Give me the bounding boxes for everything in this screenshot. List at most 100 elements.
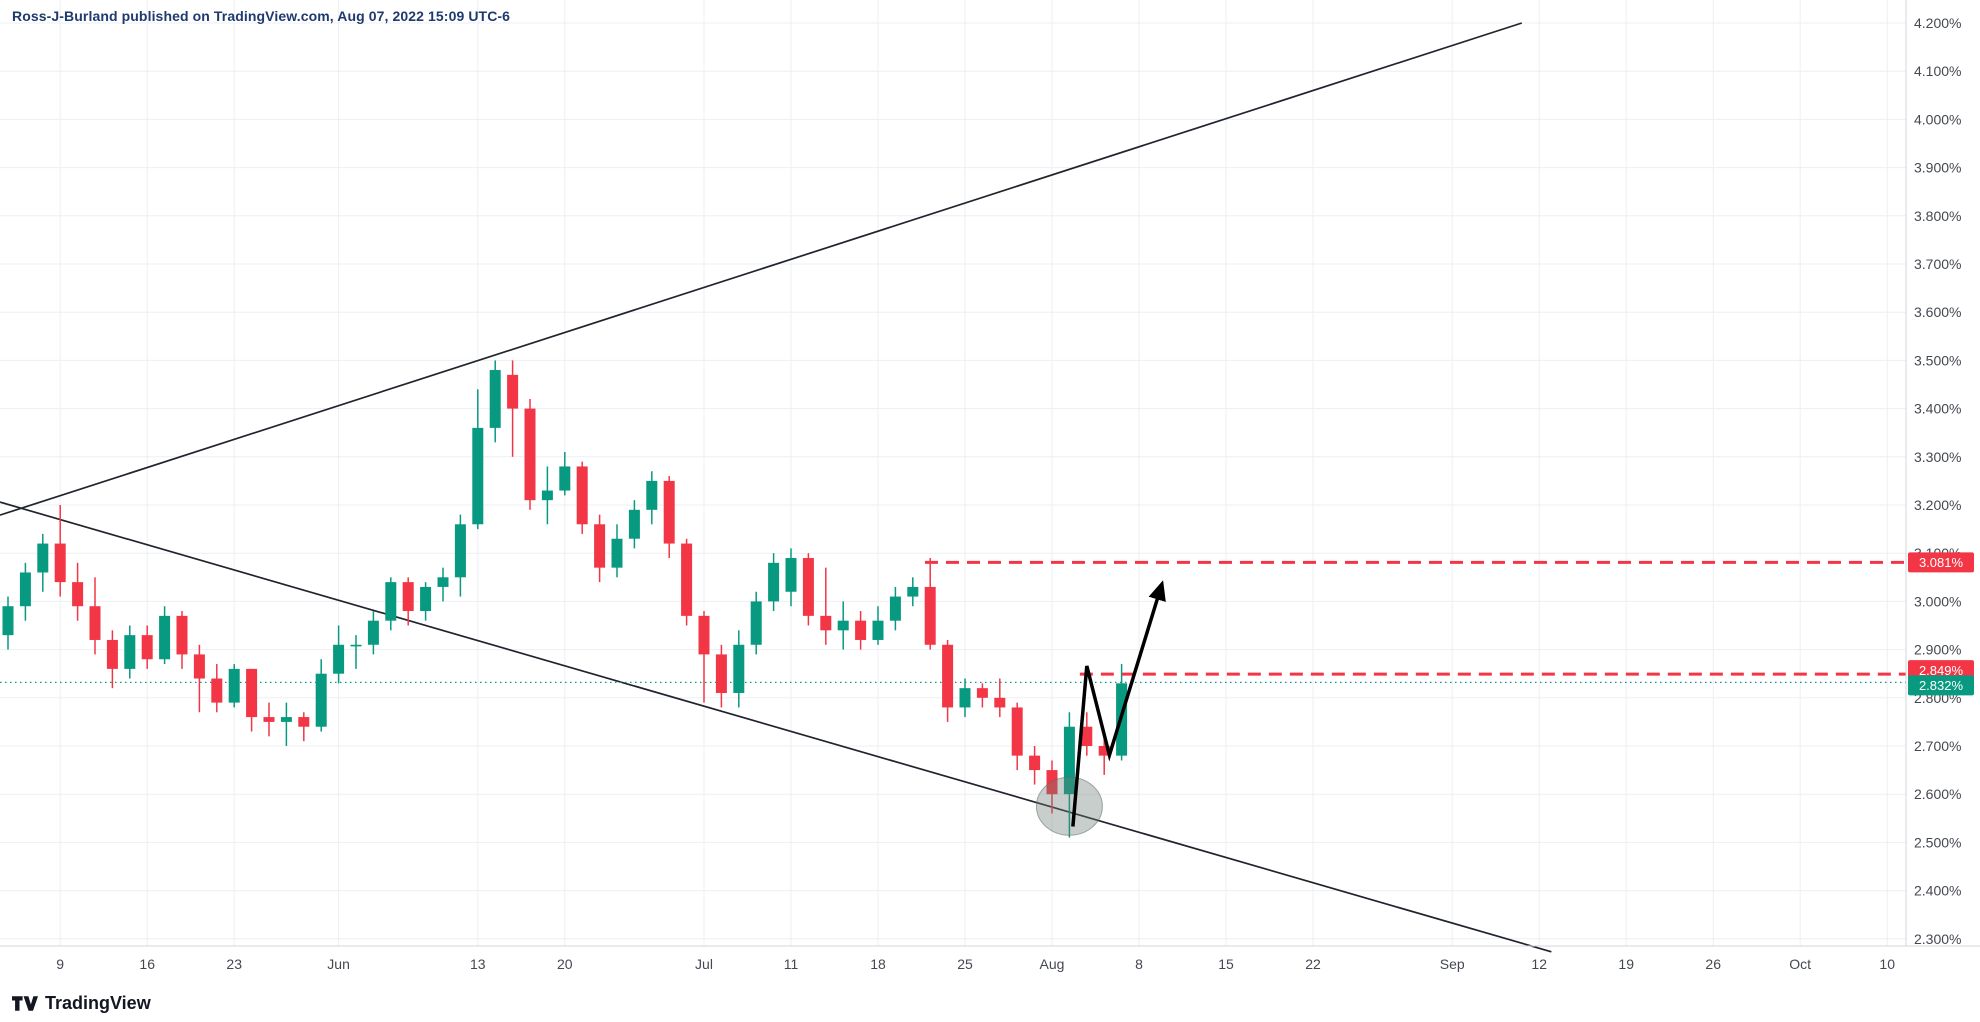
candle [420,582,432,621]
price-tick-label: 4.100% [1914,63,1961,79]
candle [106,630,118,689]
time-tick-label: 23 [226,956,242,972]
candle [576,461,588,534]
candle [907,577,919,607]
trend-line-lower[interactable] [0,501,1552,953]
time-tick-label: 8 [1135,956,1143,972]
candle [837,601,849,650]
candle [768,553,780,612]
candle [280,702,292,746]
price-tick-label: 2.600% [1914,786,1961,802]
candle [646,471,658,525]
time-tick-label: 26 [1705,956,1721,972]
price-tick-label: 2.500% [1914,834,1961,850]
time-axis[interactable]: 9 16 23 Jun 13 20 Jul 11 18 25 Aug 8 15 22 Sep 12 19 26 Oc… [56,956,1895,972]
candle [385,577,397,631]
candle [715,644,727,708]
candle [628,500,640,549]
candle [959,678,971,718]
projection-arrow[interactable] [1071,580,1166,827]
highlight-ellipse[interactable] [1035,776,1103,836]
axis-borders [0,0,1980,947]
attribution-text: Ross-J-Burland published on TradingView.… [12,8,511,24]
candle [733,630,745,708]
time-tick-label: Aug [1040,956,1065,972]
grid-lines [0,0,1906,946]
candle [942,639,954,722]
candle [889,586,901,631]
candle [802,553,814,626]
price-tick-label: 4.200% [1914,15,1961,31]
time-tick-label: 11 [784,956,799,972]
price-tick-label: 2.700% [1914,738,1961,754]
price-tick-label: 3.900% [1914,160,1961,176]
time-tick-label: 18 [870,956,886,972]
candle [333,625,345,684]
time-tick-label: Jul [695,956,713,972]
time-tick-label: Sep [1440,956,1465,972]
candle [872,606,884,645]
price-tick-label: 3.300% [1914,449,1961,465]
candle [855,611,867,650]
svg-text:2.832%: 2.832% [1919,678,1964,693]
candle [1063,712,1075,838]
candle [681,538,693,626]
candle [19,562,31,621]
candle [37,533,49,592]
candle [246,668,258,732]
price-tick-label: 2.300% [1914,931,1961,947]
candle [976,683,988,708]
price-tick-label: 4.000% [1914,111,1961,127]
candle [159,606,171,665]
candle [750,591,762,655]
price-tick-label: 3.200% [1914,497,1961,513]
candle [1011,702,1023,771]
price-axis[interactable]: 4.200% 4.100% 4.000% 3.900% 3.800% 3.700% 3.60… [1914,15,1961,947]
candle [89,577,101,655]
price-tick-label: 3.600% [1914,304,1961,320]
price-tick-label: 3.000% [1914,593,1961,609]
candle [698,611,710,703]
candle [994,678,1006,718]
price-tick-label: 3.500% [1914,352,1961,368]
time-tick-label: 19 [1618,956,1634,972]
candle [263,702,275,737]
svg-text:2.849%: 2.849% [1919,663,1964,678]
candlestick-series [2,360,1128,838]
svg-text:3.081%: 3.081% [1919,555,1964,570]
candle [72,562,84,621]
tradingview-logo[interactable]: TradingView [12,993,151,1014]
candle [663,476,675,559]
time-tick-label: 20 [557,956,573,972]
candle [454,514,466,597]
candle [141,625,153,669]
candle [211,664,223,713]
time-tick-label: 13 [470,956,486,972]
candle [176,611,188,669]
candle [1029,746,1041,785]
candle [1046,760,1058,814]
current-price-badge: 2.832% [1908,675,1974,696]
candle [367,611,379,655]
candle [350,635,362,669]
price-tick-label: 2.400% [1914,883,1961,899]
candle [785,548,797,607]
candle [559,451,571,496]
time-tick-label: 22 [1305,956,1321,972]
candle [472,389,484,530]
price-tick-label: 3.400% [1914,401,1961,417]
trend-line-upper[interactable] [0,22,1523,516]
time-tick-label: 16 [139,956,155,972]
time-tick-label: 12 [1531,956,1547,972]
tradingview-logo-label: TradingView [45,993,151,1013]
candle [820,567,832,645]
time-tick-label: 25 [957,956,973,972]
candle [924,558,936,650]
price-tick-label: 3.700% [1914,256,1961,272]
candle [489,360,501,443]
candle [1081,712,1093,756]
time-tick-label: 15 [1218,956,1234,972]
price-tick-label: 3.800% [1914,208,1961,224]
